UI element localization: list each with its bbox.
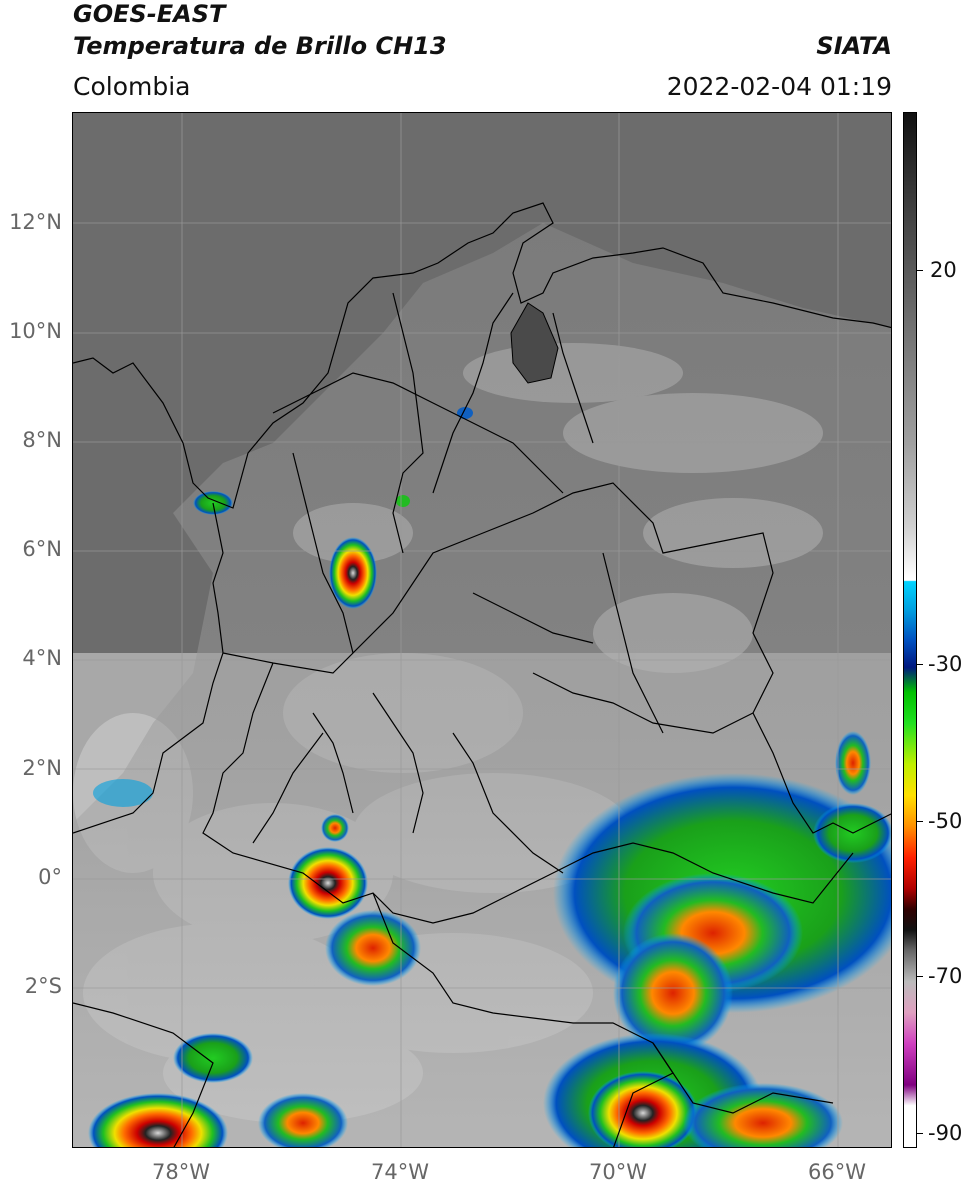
lon-label: 66°W <box>808 1160 866 1184</box>
lat-label: 10°N <box>9 319 62 343</box>
lon-label: 70°W <box>589 1160 647 1184</box>
colorbar-tick <box>917 664 923 665</box>
lat-label: 12°N <box>9 210 62 234</box>
datetime-label: 2022-02-04 01:19 <box>666 72 892 101</box>
lat-label: 6°N <box>22 537 62 561</box>
lat-label: 2°S <box>24 974 62 998</box>
lon-label: 74°W <box>371 1160 429 1184</box>
satellite-title: GOES-EAST <box>73 0 226 28</box>
colorbar-tick-label: 20 <box>930 258 957 282</box>
colorbar-tick-label: -90 <box>928 1121 963 1145</box>
lat-label: 8°N <box>22 428 62 452</box>
map-svg <box>73 113 891 1147</box>
region-label: Colombia <box>73 72 191 101</box>
graticule <box>73 113 891 1147</box>
colorbar-tick-label: -50 <box>928 809 963 833</box>
colorbar <box>903 112 917 1148</box>
source-label: SIATA <box>816 32 892 60</box>
convective-cells <box>88 407 891 1147</box>
colorbar-tick <box>917 1133 923 1134</box>
lat-label: 4°N <box>22 646 62 670</box>
lon-label: 78°W <box>152 1160 210 1184</box>
colorbar-tick-label: -30 <box>928 652 963 676</box>
product-title: Temperatura de Brillo CH13 <box>73 32 447 60</box>
lat-label: 0° <box>38 865 62 889</box>
borders <box>73 202 891 1147</box>
colorbar-tick-label: -70 <box>928 964 963 988</box>
satellite-map[interactable] <box>72 112 892 1148</box>
colorbar-tick <box>917 976 923 977</box>
lat-label: 2°N <box>22 756 62 780</box>
maracaibo-lake <box>510 302 559 384</box>
colorbar-tick <box>917 270 923 271</box>
colorbar-tick <box>917 821 923 822</box>
